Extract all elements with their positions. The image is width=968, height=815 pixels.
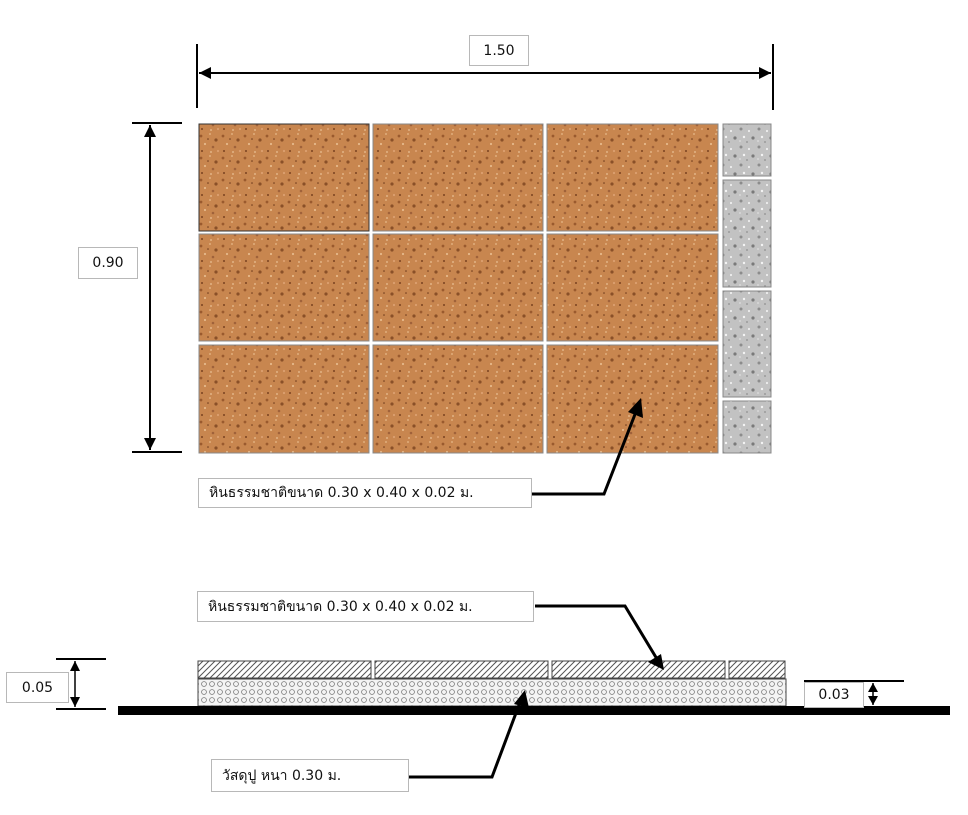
height-dimension-label: 0.90: [78, 247, 138, 279]
edge-stone: [722, 290, 772, 398]
stone-tile: [198, 123, 370, 232]
plan-stone-label: หินธรรมชาติขนาด 0.30 x 0.40 x 0.02 ม.: [198, 478, 532, 508]
section-stone-leader: [535, 604, 664, 670]
section-base-layer: [197, 678, 787, 707]
plan-stone-leader: [532, 398, 643, 496]
stone-tile: [198, 233, 370, 342]
stone-tile: [546, 344, 719, 454]
stone-tile: [372, 233, 544, 342]
stone-tile: [546, 233, 719, 342]
section-stone-layer: [197, 660, 786, 679]
edge-stone: [722, 400, 772, 454]
height-dimension: [132, 122, 182, 453]
ground-line: [118, 706, 950, 715]
edge-stone-column: [722, 123, 772, 454]
stone-tile: [372, 123, 544, 232]
section-stone-label: หินธรรมชาติขนาด 0.30 x 0.40 x 0.02 ม.: [197, 591, 534, 622]
total-thickness-dimension: [56, 658, 106, 710]
stone-tile: [198, 344, 370, 454]
base-thickness-label: 0.03: [804, 682, 864, 708]
base-thickness-dimension: [804, 680, 904, 705]
section-base-leader: [409, 690, 529, 779]
edge-stone: [722, 179, 772, 288]
stone-tile-grid: [198, 123, 719, 454]
edge-stone: [722, 123, 772, 177]
stone-tile: [546, 123, 719, 232]
base-material-label: วัสดุปู หนา 0.30 ม.: [211, 759, 409, 792]
width-dimension: [196, 44, 774, 110]
total-thickness-label: 0.05: [6, 672, 69, 703]
width-dimension-label: 1.50: [469, 35, 529, 66]
stone-tile: [372, 344, 544, 454]
